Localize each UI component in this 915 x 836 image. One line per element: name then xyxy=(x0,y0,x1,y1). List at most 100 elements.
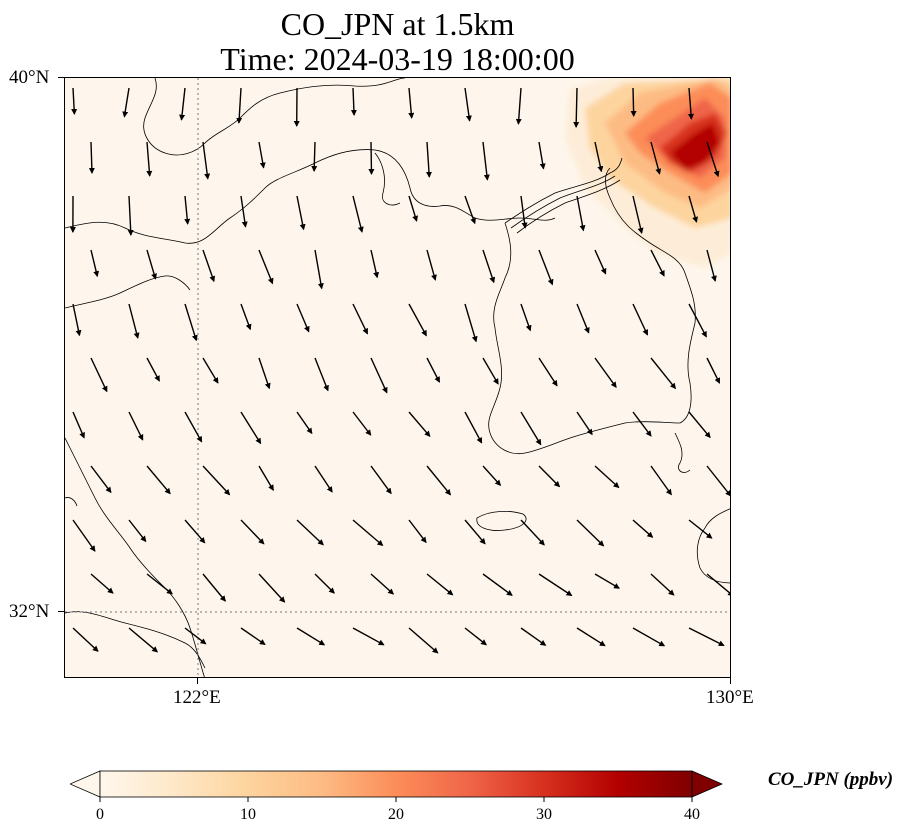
wind-arrow xyxy=(72,519,96,552)
wind-arrow xyxy=(650,573,675,596)
wind-arrow xyxy=(90,249,100,278)
wind-arrow xyxy=(296,411,313,435)
wind-arrow xyxy=(72,627,99,652)
wind-arrow xyxy=(184,519,206,544)
wind-arrow xyxy=(184,303,198,342)
wind-arrow xyxy=(576,627,606,647)
wind-arrow xyxy=(688,303,707,338)
wind-arrow xyxy=(352,195,364,233)
wind-arrow xyxy=(650,249,665,277)
wind-arrow xyxy=(688,195,698,223)
colorbar-tick-40: 40 xyxy=(684,806,700,823)
wind-arrow xyxy=(71,87,78,115)
wind-arrow xyxy=(202,573,226,602)
wind-arrow xyxy=(688,519,713,539)
map-canvas xyxy=(65,78,730,677)
colorbar-max-extend xyxy=(691,770,724,798)
wind-arrow xyxy=(408,627,439,654)
wind-arrow xyxy=(128,627,159,653)
wind-arrow xyxy=(632,195,644,234)
plot-title: CO_JPN at 1.5km xyxy=(280,6,515,42)
lat-tick-32 xyxy=(58,611,64,612)
wind-arrow xyxy=(236,87,243,124)
wind-arrow xyxy=(538,465,561,488)
wind-arrow xyxy=(72,411,85,439)
wind-arrow xyxy=(482,141,490,181)
wind-arrow xyxy=(594,465,620,489)
wind-arrow xyxy=(594,357,617,389)
wind-vectors xyxy=(69,87,730,654)
colorbar-tick-30: 30 xyxy=(536,806,552,823)
wind-arrow xyxy=(296,627,326,646)
wind-arrow xyxy=(240,195,248,228)
wind-arrow xyxy=(650,141,662,175)
wind-arrow xyxy=(296,195,306,231)
wind-arrow xyxy=(90,465,112,494)
wind-arrow xyxy=(576,195,586,232)
colorbar-gradient xyxy=(99,770,693,798)
wind-arrow xyxy=(482,249,496,284)
wind-arrow xyxy=(258,141,266,169)
colorbar-tick-10: 10 xyxy=(240,806,256,823)
wind-arrow xyxy=(706,465,730,497)
wind-arrow xyxy=(482,573,513,596)
colorbar xyxy=(70,770,724,802)
wind-arrow xyxy=(370,357,388,394)
wind-arrow xyxy=(128,519,147,543)
wind-arrow xyxy=(482,357,499,385)
lon-label-122: 122°E xyxy=(173,687,221,708)
wind-arrow xyxy=(632,411,652,437)
wind-arrow xyxy=(202,249,216,283)
wind-arrow xyxy=(576,519,605,547)
wind-arrow xyxy=(258,249,274,285)
wind-arrow xyxy=(706,249,717,282)
wind-arrow xyxy=(128,303,140,339)
colorbar-tick-0: 0 xyxy=(96,806,104,823)
wind-arrow xyxy=(184,627,207,645)
wind-arrow xyxy=(482,465,502,487)
wind-arrow xyxy=(352,519,384,547)
colorbar-tick-20: 20 xyxy=(388,806,404,823)
wind-arrow xyxy=(202,465,231,496)
lon-tick-130 xyxy=(730,678,731,684)
wind-arrow xyxy=(688,411,711,439)
colorbar-min-extend xyxy=(70,770,101,798)
coastlines xyxy=(65,78,730,677)
wind-arrow xyxy=(464,87,472,122)
colorbar-title: CO_JPN (ppbv) xyxy=(768,769,894,790)
wind-arrow xyxy=(520,303,532,332)
wind-arrow xyxy=(202,357,219,384)
wind-arrow xyxy=(632,627,666,647)
plot-subtitle: Time: 2024-03-19 18:00:00 xyxy=(220,41,575,77)
wind-arrow xyxy=(408,303,427,337)
wind-arrow xyxy=(352,411,372,436)
wind-arrow xyxy=(650,357,677,390)
wind-arrow xyxy=(520,627,547,646)
wind-arrow xyxy=(311,141,318,172)
wind-arrow xyxy=(576,411,593,436)
wind-arrow xyxy=(426,573,454,596)
wind-arrow xyxy=(258,357,271,390)
wind-arrow xyxy=(370,573,395,595)
wind-arrow xyxy=(688,87,695,120)
wind-arrow xyxy=(202,141,211,180)
wind-arrow xyxy=(240,627,266,645)
wind-arrow xyxy=(408,195,419,222)
wind-arrow xyxy=(594,141,604,173)
wind-arrow xyxy=(630,87,637,117)
wind-arrow xyxy=(515,87,522,125)
wind-arrow xyxy=(576,303,590,334)
wind-arrow xyxy=(184,195,191,225)
wind-arrow xyxy=(146,249,157,280)
wind-arrow xyxy=(408,519,427,544)
wind-arrow xyxy=(706,141,720,178)
co-concentration-field xyxy=(565,78,730,268)
wind-arrow xyxy=(632,519,654,538)
wind-arrow xyxy=(90,573,114,594)
wind-arrow xyxy=(314,465,333,493)
lon-tick-122 xyxy=(197,678,198,684)
wind-arrow xyxy=(464,519,486,545)
wind-arrow xyxy=(408,411,431,438)
wind-arrow xyxy=(146,141,153,177)
wind-arrow xyxy=(314,357,329,392)
